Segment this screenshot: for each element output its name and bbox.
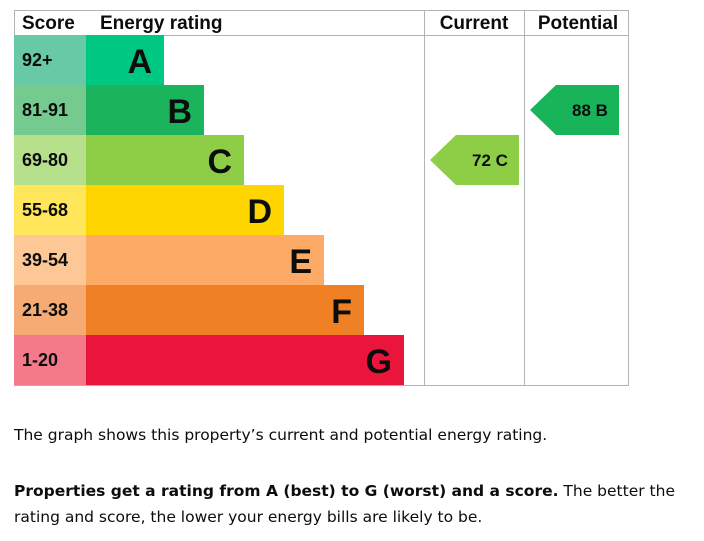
rating-bands: 92+ A 81-91 B 69-80 C 55-68 D 39-54 E 21-38 F 1-20 G — [14, 35, 404, 385]
rating-explanation-bold: Properties get a rating from A (best) to… — [14, 482, 559, 500]
score-cell-d — [14, 185, 86, 235]
rating-letter-e: E — [289, 243, 312, 281]
score-range-f: 21-38 — [22, 300, 68, 320]
rating-bar-d — [86, 185, 284, 235]
current-rating-label: 72 C — [472, 151, 508, 170]
rating-explanation-rest: The better the rating and score, the low… — [14, 482, 675, 526]
rating-bar-f — [86, 285, 364, 335]
score-cell-c — [14, 135, 86, 185]
score-cell-f — [14, 285, 86, 335]
rating-bar-a — [86, 35, 164, 85]
potential-rating-arrow — [530, 85, 619, 135]
rating-bar-b — [86, 85, 204, 135]
score-cell-a — [14, 35, 86, 85]
rating-letter-c: C — [207, 143, 232, 181]
rating-letter-b: B — [167, 93, 192, 131]
rating-letter-f: F — [331, 293, 352, 331]
score-range-c: 69-80 — [22, 150, 68, 170]
header-score: Score — [22, 13, 75, 34]
rating-letter-a: A — [127, 43, 152, 81]
energy-rating-chart: Score Energy rating Current Potential 92… — [14, 10, 629, 386]
score-cell-e — [14, 235, 86, 285]
score-range-a: 92+ — [22, 50, 53, 70]
header-energy-rating: Energy rating — [100, 13, 222, 34]
chart-description: The graph shows this property’s current … — [14, 426, 548, 444]
rating-letter-g: G — [366, 343, 392, 381]
rating-bar-e — [86, 235, 324, 285]
chart-headers: Score Energy rating Current Potential — [22, 13, 618, 34]
header-current: Current — [440, 13, 509, 34]
score-range-e: 39-54 — [22, 250, 68, 270]
rating-bar-c — [86, 135, 244, 185]
rating-letter-d: D — [247, 193, 272, 231]
score-range-b: 81-91 — [22, 100, 68, 120]
score-range-g: 1-20 — [22, 350, 58, 370]
rating-bar-g — [86, 335, 404, 385]
current-rating-arrow — [430, 135, 519, 185]
potential-rating-label: 88 B — [572, 101, 608, 120]
score-range-d: 55-68 — [22, 200, 68, 220]
header-potential: Potential — [538, 13, 618, 34]
rating-indicators: 72 C 88 B — [430, 85, 619, 185]
rating-explanation: Properties get a rating from A (best) to… — [14, 478, 694, 530]
score-cell-b — [14, 85, 86, 135]
score-cell-g — [14, 335, 86, 385]
